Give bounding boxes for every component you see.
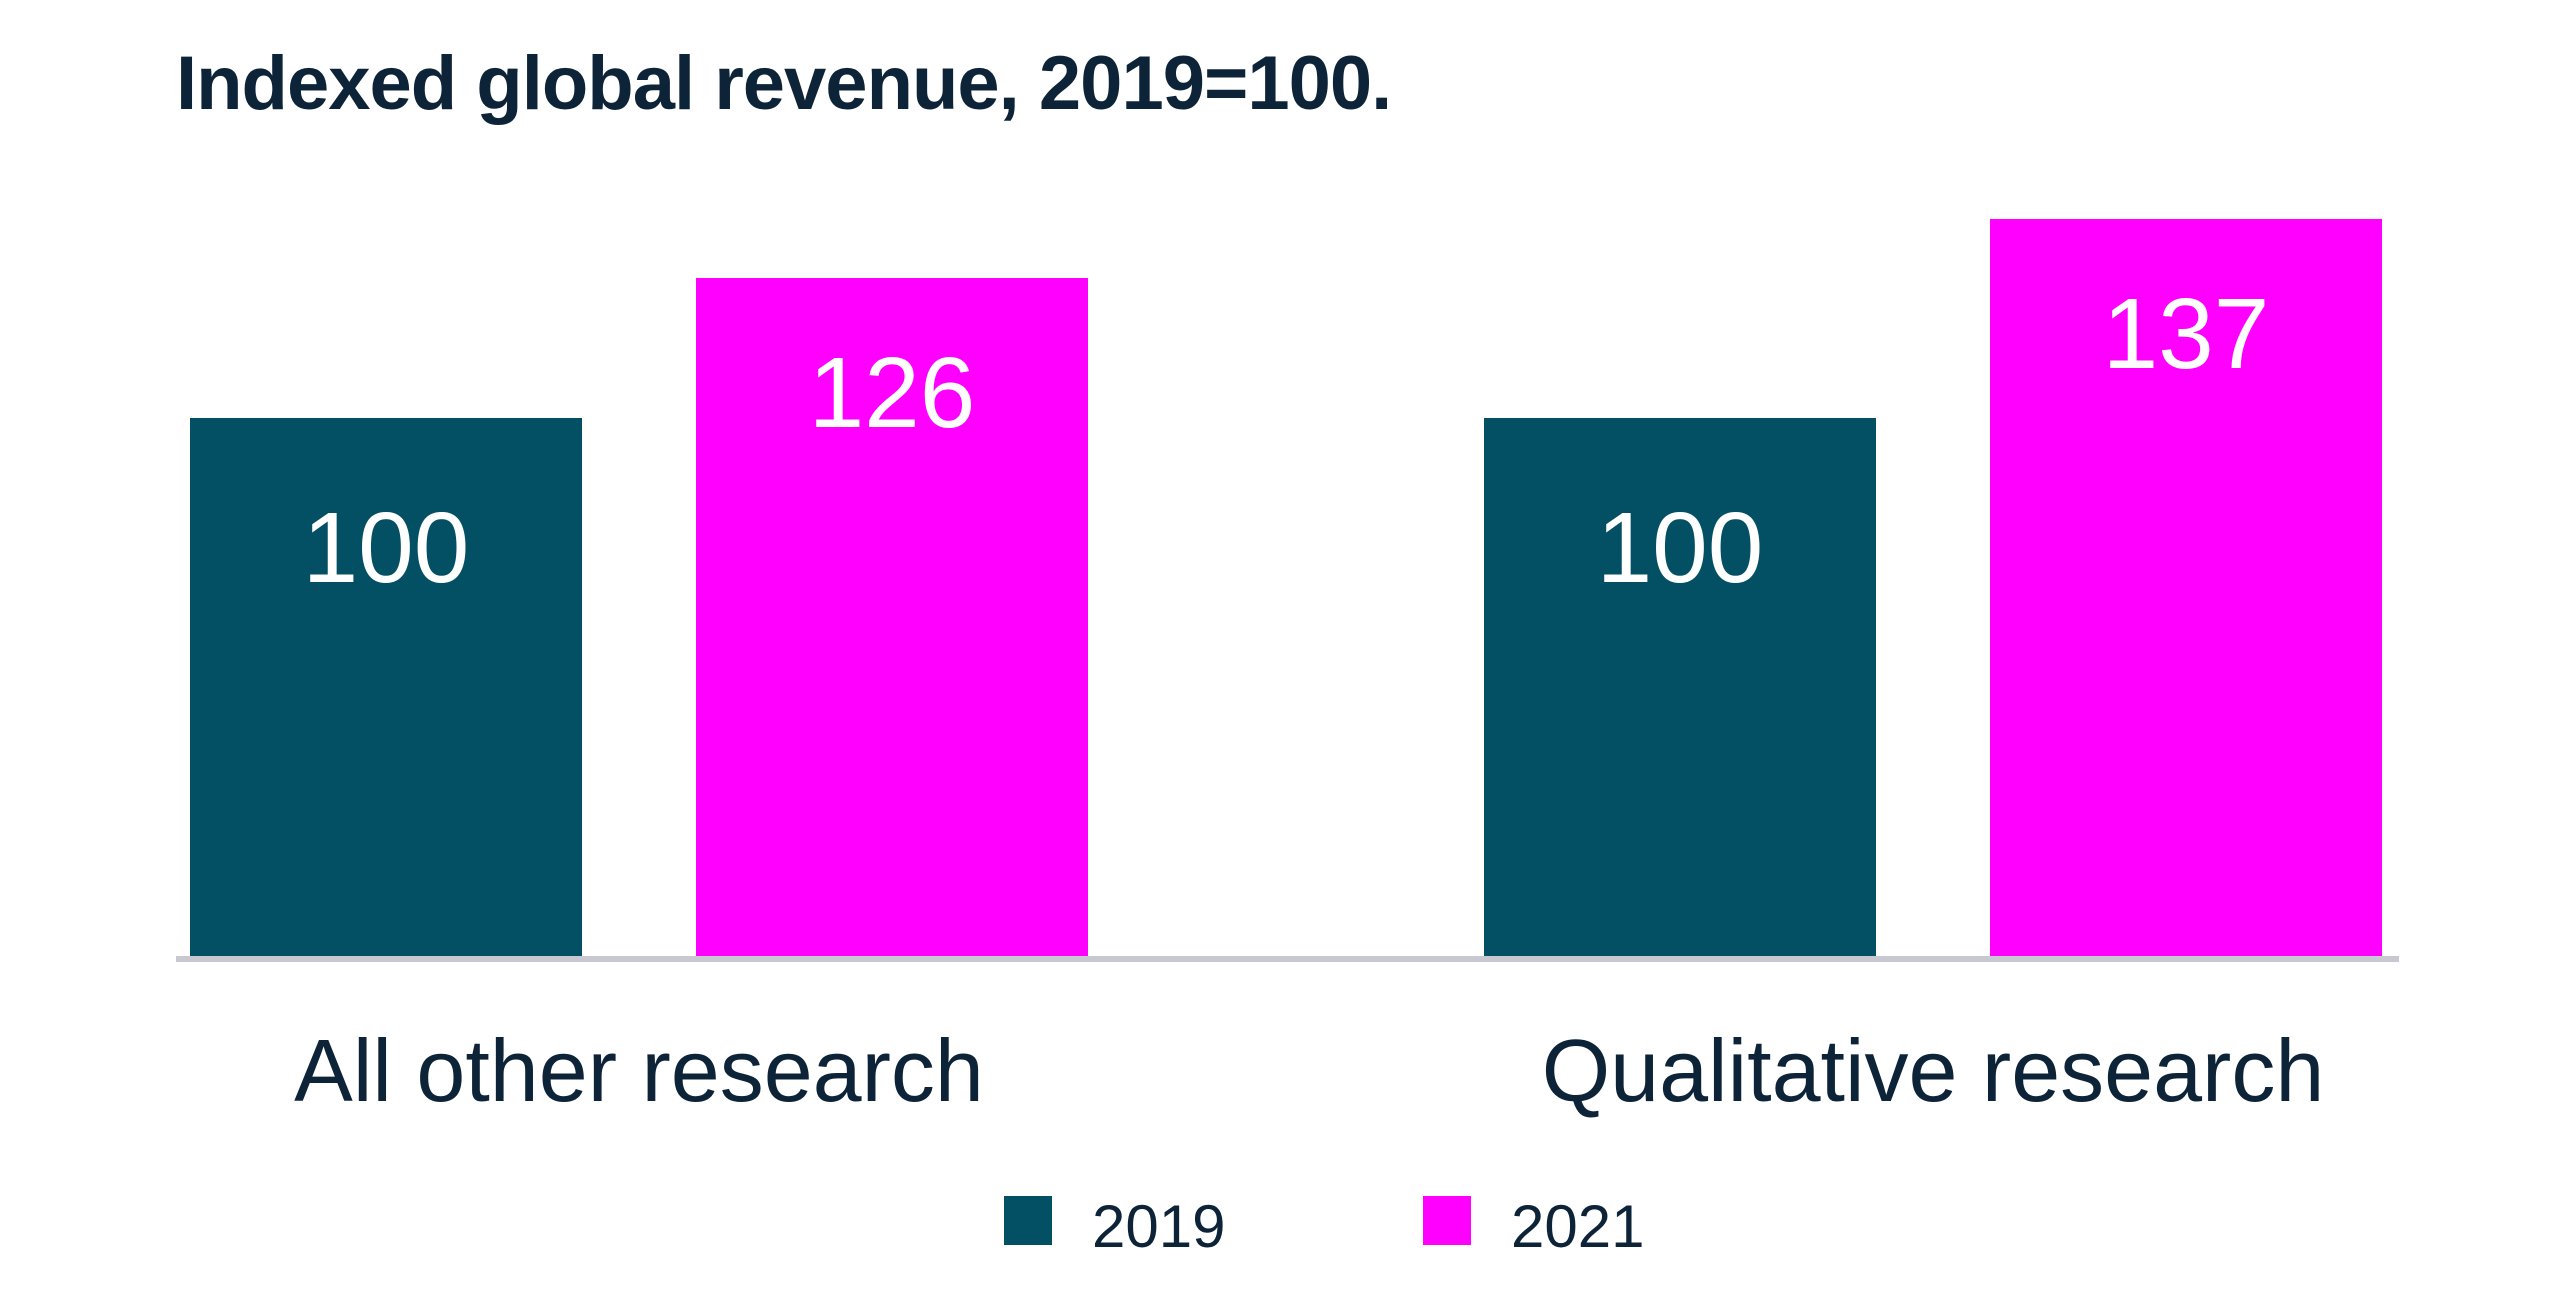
data-label: 126 xyxy=(808,337,976,450)
bar-2021 xyxy=(696,278,1088,956)
category-label: All other research xyxy=(294,1021,984,1120)
x-axis-line xyxy=(176,956,2399,962)
legend-label-2021: 2021 xyxy=(1511,1193,1645,1260)
chart-title: Indexed global revenue, 2019=100. xyxy=(176,41,1392,126)
legend-swatch-2019 xyxy=(1004,1196,1052,1245)
bar-2021 xyxy=(1990,218,2382,956)
data-label: 100 xyxy=(1596,492,1764,604)
data-label: 100 xyxy=(302,492,470,604)
bar-2019 xyxy=(190,418,582,956)
legend-label-2019: 2019 xyxy=(1092,1193,1226,1260)
bar-2019 xyxy=(1484,418,1876,956)
legend-swatch-2021 xyxy=(1423,1196,1471,1245)
data-label: 137 xyxy=(2102,277,2270,390)
category-label: Qualitative research xyxy=(1541,1021,2325,1120)
